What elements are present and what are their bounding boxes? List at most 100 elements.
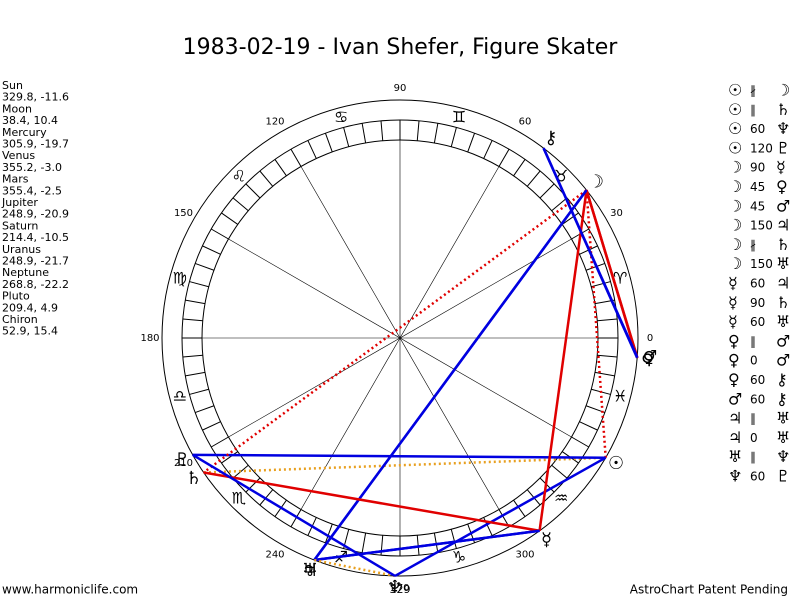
band-hatch (579, 422, 597, 430)
aspect-type: 0 (750, 431, 758, 445)
aspect-line (204, 190, 587, 472)
degree-label: 120 (265, 116, 284, 127)
aspect-line (314, 531, 539, 560)
band-hatch (202, 246, 220, 254)
planet-glyph: ☽ (588, 172, 604, 193)
aspect-type: 45 (750, 180, 765, 194)
band-hatch (183, 355, 203, 357)
band-hatch (362, 533, 365, 553)
band-hatch (202, 422, 220, 430)
footer-left: www.harmoniclife.com (2, 583, 138, 597)
aspect-from: ♂ (728, 389, 742, 408)
planet-glyph: ♇ (174, 450, 190, 471)
aspect-type: 45 (750, 199, 765, 213)
aspect-line (204, 458, 606, 473)
degree-label: 300 (515, 550, 534, 561)
aspect-from: ♃ (728, 409, 742, 428)
band-hatch (185, 300, 205, 303)
band-hatch (434, 123, 437, 143)
chart-title: 1983-02-19 - Ivan Shefer, Figure Skater (183, 35, 619, 60)
aspect-to: ☽ (776, 81, 790, 100)
degree-label: 60 (519, 116, 532, 127)
band-hatch (189, 389, 208, 394)
band-hatch (185, 372, 205, 375)
aspect-type: 0 (750, 354, 758, 368)
band-hatch (260, 171, 273, 186)
sign-glyph: ♎ (173, 387, 187, 406)
band-hatch (189, 282, 208, 287)
band-hatch (552, 198, 567, 211)
aspect-from: ♃ (728, 428, 742, 447)
aspect-type: ∥ (750, 450, 756, 464)
aspect-to: ♅ (776, 312, 790, 331)
band-hatch (195, 406, 214, 413)
aspect-type: 60 (750, 122, 765, 136)
aspect-type: 150 (750, 257, 773, 271)
aspect-line (395, 458, 606, 576)
band-hatch (451, 529, 456, 548)
aspect-from: ♆ (728, 467, 742, 486)
sign-glyph: ♋ (334, 107, 348, 126)
aspect-to: ♂ (776, 196, 790, 215)
aspect-type: 90 (750, 161, 765, 175)
aspect-type: 90 (750, 296, 765, 310)
sign-glyph: ♌ (232, 166, 246, 185)
degree-label: 90 (394, 83, 407, 94)
band-hatch (499, 149, 509, 166)
aspect-from: ☉ (728, 81, 742, 100)
band-hatch (484, 140, 492, 158)
band-hatch (381, 121, 383, 141)
band-hatch (468, 133, 475, 152)
aspect-from: ☽ (728, 158, 742, 177)
aspect-type: ∥ (750, 334, 756, 348)
aspect-to: ♃ (776, 216, 790, 235)
degree-label: 180 (140, 333, 159, 344)
aspect-line (193, 455, 606, 458)
aspect-type: ∦ (750, 84, 756, 98)
degree-label: 30 (610, 208, 623, 219)
aspect-from: ☉ (728, 100, 742, 119)
planet-glyph: ♄ (186, 468, 202, 489)
band-hatch (344, 127, 349, 146)
band-hatch (540, 184, 554, 198)
planet-glyph: ☉ (608, 453, 624, 474)
aspect-to: ♂ (776, 351, 790, 370)
band-hatch (597, 355, 617, 357)
aspect-to: ♄ (776, 235, 790, 254)
aspect-to: ♇ (776, 138, 790, 157)
sign-glyph: ♏ (232, 489, 246, 508)
aspect-type: 150 (750, 219, 773, 233)
aspect-from: ☿ (728, 312, 738, 331)
band-hatch (552, 465, 567, 478)
aspect-from: ☉ (728, 119, 742, 138)
planet-glyph: ♂ (641, 347, 657, 368)
planet-glyph: ☿ (541, 530, 552, 551)
band-hatch (275, 159, 286, 175)
aspect-to: ♀ (776, 177, 788, 196)
band-hatch (211, 229, 228, 239)
band-hatch (597, 319, 617, 321)
planet-glyph: ♅ (302, 560, 318, 581)
sign-glyph: ♑ (452, 548, 466, 567)
aspect-from: ♀ (728, 351, 740, 370)
aspect-to: ♄ (776, 100, 790, 119)
aspect-type: 60 (750, 373, 765, 387)
sign-glyph: ♊ (452, 107, 466, 126)
aspect-to: ☿ (776, 158, 786, 177)
aspect-to: ♇ (776, 467, 790, 486)
planet-coords: 52.9, 15.4 (2, 325, 58, 338)
band-hatch (417, 121, 419, 141)
aspect-from: ☿ (728, 274, 738, 293)
aspect-line (540, 190, 587, 531)
aspect-to: ♄ (776, 293, 790, 312)
degree-label: 0 (647, 333, 653, 344)
aspect-to: ♃ (776, 274, 790, 293)
aspect-to: ♅ (776, 428, 790, 447)
aspect-to: ♆ (776, 447, 790, 466)
aspect-type: 60 (750, 392, 765, 406)
aspect-from: ♀ (728, 331, 740, 350)
band-hatch (325, 133, 332, 152)
planet-glyph: ♆ (387, 577, 403, 598)
planet-glyph: ⚷ (544, 128, 557, 149)
